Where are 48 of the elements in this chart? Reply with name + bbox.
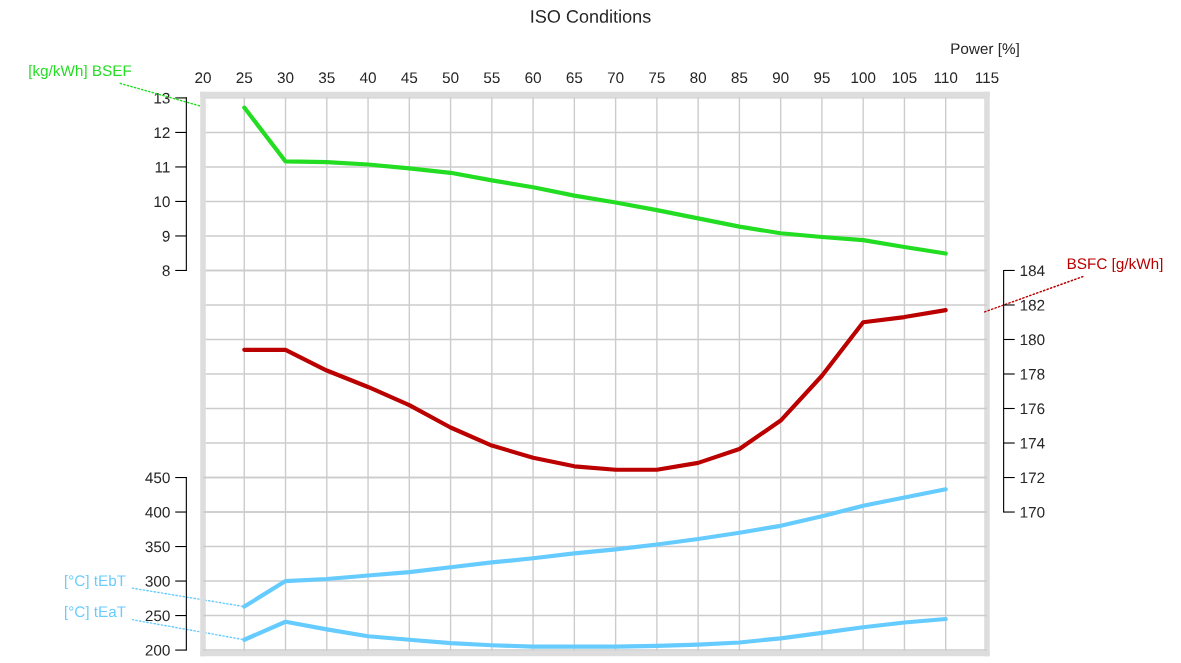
x-tick-label: 65 xyxy=(566,72,583,84)
y2-tick-label: 178 xyxy=(1020,368,1045,380)
x-tick-label: 110 xyxy=(934,72,958,84)
y-tick-label: 11 xyxy=(155,161,170,173)
y3-tick-label: 350 xyxy=(145,541,170,553)
text: BSFC [g/kWh] xyxy=(1067,257,1163,273)
x-tick-label: 115 xyxy=(975,72,999,84)
x-tick-label: 80 xyxy=(690,72,707,84)
x-tick-label: 85 xyxy=(731,72,748,84)
line-series xyxy=(242,308,948,472)
text: [°C] tEaT xyxy=(65,605,126,621)
y-tick-label: 10 xyxy=(154,196,170,208)
x-tick-label: 25 xyxy=(236,72,253,84)
x-tick-label: 45 xyxy=(401,72,418,84)
x-tick-label: 55 xyxy=(483,72,500,84)
x-tick-label: 75 xyxy=(649,72,665,84)
y2-tick-label: 184 xyxy=(1020,265,1045,277)
text: [°C] tEbT xyxy=(65,574,126,590)
text: [kg/kWh] BSEF xyxy=(29,64,132,80)
y2-tick-label: 170 xyxy=(1020,506,1045,518)
y2-tick-label: 176 xyxy=(1020,403,1045,415)
y2-tick-label: 182 xyxy=(1020,299,1045,311)
y-tick-label: 13 xyxy=(154,92,170,104)
x-tick-label: 35 xyxy=(318,72,335,84)
chart-title: ISO Conditions xyxy=(531,9,651,23)
x-axis-title: Power [%] xyxy=(951,42,1019,58)
y3-tick-label: 200 xyxy=(145,644,170,656)
y3-tick-label: 450 xyxy=(145,472,170,484)
x-tick-label: 60 xyxy=(525,72,541,84)
x-tick-label: 105 xyxy=(892,72,917,84)
x-tick-label: 100 xyxy=(851,72,876,84)
x-tick-label: 70 xyxy=(607,72,624,84)
y3-tick-label: 300 xyxy=(145,575,170,587)
y3-tick-label: 400 xyxy=(145,506,170,518)
x-tick-label: 90 xyxy=(772,72,789,84)
y-tick-label: 9 xyxy=(162,230,170,242)
y-tick-label: 12 xyxy=(154,127,170,138)
x-tick-label: 40 xyxy=(359,72,376,84)
y2-tick-label: 172 xyxy=(1020,472,1045,484)
x-tick-label: 50 xyxy=(442,72,459,84)
y-tick-label: 8 xyxy=(162,265,170,277)
y2-tick-label: 180 xyxy=(1020,334,1045,346)
x-tick-label: 95 xyxy=(814,72,830,84)
x-tick-label: 30 xyxy=(277,72,294,84)
y3-tick-label: 250 xyxy=(145,610,170,622)
x-tick-label: 20 xyxy=(195,72,211,84)
line-series xyxy=(242,105,948,256)
y2-tick-label: 174 xyxy=(1020,438,1045,449)
